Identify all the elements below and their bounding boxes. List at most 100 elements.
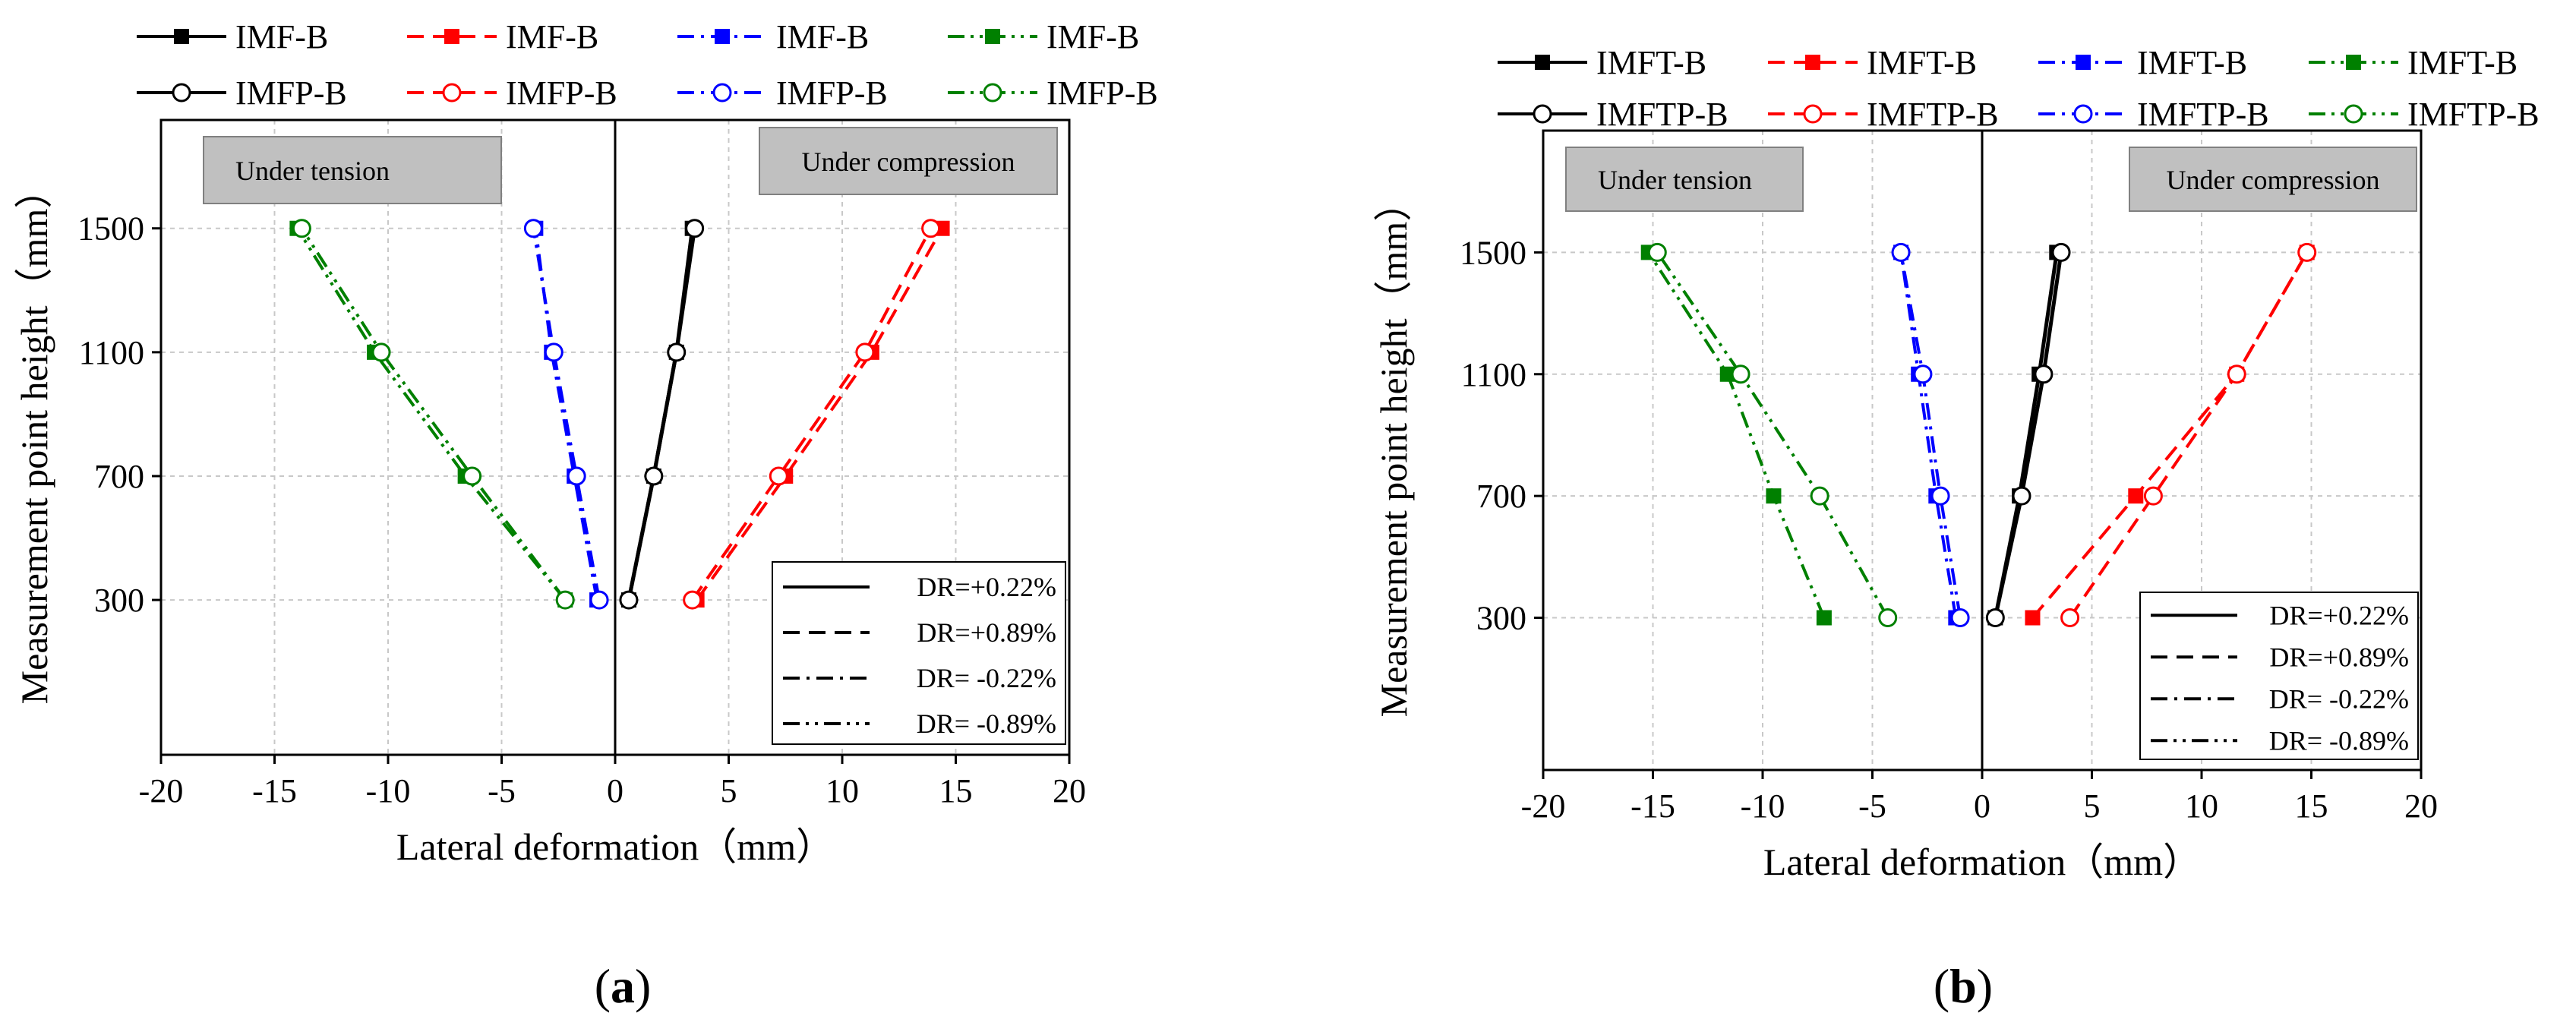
data-point [1913, 364, 1933, 384]
legend-marker [712, 83, 732, 103]
legend-label: IMFP-B [776, 74, 888, 112]
data-point [2034, 364, 2054, 384]
series-line [1899, 252, 1962, 618]
legend-label: IMFP-B [235, 74, 347, 112]
legend-marker [444, 29, 459, 44]
data-point [685, 219, 705, 238]
data-point [1719, 366, 1735, 382]
x-tick-label: -15 [252, 772, 297, 809]
legend-label: IMFT-B [2407, 44, 2518, 81]
dr-legend-label: DR= -0.89% [917, 708, 1056, 739]
series-line [534, 228, 599, 601]
data-point [2128, 488, 2144, 504]
legend-label: IMF-B [776, 18, 869, 55]
dr-legend-label: DR= -0.22% [2269, 683, 2409, 714]
series-line [1656, 251, 1889, 619]
x-tick-label: -20 [139, 772, 184, 809]
x-tick-label: 10 [2185, 787, 2218, 825]
series-line [1899, 252, 1958, 618]
x-tick-label: -15 [1631, 787, 1675, 825]
legend-label: IMFP-B [506, 74, 617, 112]
series-line [1993, 252, 2059, 619]
data-point [371, 342, 391, 362]
y-tick-label: 1500 [77, 210, 144, 248]
dr-legend-label: DR= -0.22% [917, 663, 1056, 693]
dr-legend-label: DR=+0.89% [2269, 642, 2409, 672]
x-tick-label: -10 [366, 772, 411, 809]
legend-label: IMFTP-B [2137, 96, 2269, 133]
data-point [2143, 486, 2163, 506]
data-point [683, 590, 702, 610]
legend-marker [1805, 55, 1820, 70]
series-IMFTP-B-2 [2060, 242, 2317, 628]
legend-label: IMF-B [235, 18, 328, 55]
legend-label: IMFP-B [1046, 74, 1158, 112]
chart-panel-a: Under tension Under compression -20 -15 -10 -… [13, 18, 1158, 868]
y-tick-label: 300 [1476, 600, 1526, 637]
data-point [1816, 610, 1832, 626]
legend-label: IMFT-B [1596, 44, 1706, 81]
y-tick-label: 300 [94, 582, 144, 619]
series-line [696, 227, 944, 601]
series-IMF-B-3 [528, 220, 605, 608]
data-point [2025, 610, 2041, 626]
data-point [1878, 608, 1898, 628]
legend-marker [1535, 55, 1550, 70]
series-IMFT-B-4 [1640, 245, 1832, 626]
data-point [921, 219, 941, 238]
series-line [295, 227, 567, 601]
dr-legend-label: DR= -0.89% [2269, 725, 2409, 756]
legend-marker [2344, 104, 2363, 124]
dr-legend-label: DR=+0.22% [2269, 600, 2409, 630]
legend-marker [1533, 104, 1552, 124]
legend-label: IMFTP-B [1867, 96, 1999, 133]
data-point [1985, 608, 2005, 628]
series-IMFP-B-1 [619, 219, 705, 610]
data-point [1647, 242, 1667, 262]
x-tick-label: 5 [2084, 787, 2101, 825]
series-IMFTP-B-3 [1891, 242, 1970, 628]
series-line [1993, 252, 2063, 619]
x-tick-label: -20 [1521, 787, 1566, 825]
tension-region-box [1565, 147, 1804, 212]
legend-marker [442, 83, 462, 103]
tension-region-box [203, 136, 502, 204]
series-IMFP-B-4 [292, 219, 575, 610]
y-tick-label: 1100 [79, 334, 144, 371]
data-point [589, 590, 609, 610]
data-point [1810, 486, 1829, 506]
x-tick-label: 5 [721, 772, 737, 809]
legend-label: IMFT-B [1867, 44, 1977, 81]
legend-marker [2346, 55, 2361, 70]
data-point [644, 466, 664, 486]
data-point [2227, 364, 2246, 384]
series-IMFT-B-2 [2025, 245, 2315, 626]
data-point [2012, 486, 2031, 506]
series-legend: IMF-B IMF-B IMF-B IMF-B IMFP-B IMFP-B IMFP-B IM… [137, 18, 1158, 112]
data-point [1766, 488, 1782, 504]
series-line [2031, 251, 2309, 619]
data-point [523, 219, 543, 238]
y-axis-label: Measurement point height（mm） [1372, 184, 1415, 718]
data-point [555, 590, 575, 610]
series-IMFTP-B-1 [1985, 242, 2071, 628]
x-tick-label: 0 [1974, 787, 1990, 825]
x-axis-label: Lateral deformation（mm） [1763, 841, 2201, 883]
dr-legend-label: DR=+0.22% [917, 572, 1056, 602]
dr-legend: DR=+0.22% DR=+0.89% DR= -0.22% DR= -0.89% [772, 561, 1066, 745]
x-tick-label: 15 [939, 772, 973, 809]
x-tick-label: 15 [2295, 787, 2328, 825]
caption-b: (b) [1934, 959, 1993, 1013]
x-tick-label: 0 [607, 772, 623, 809]
data-point [1950, 608, 1970, 628]
data-point [667, 342, 687, 362]
series-line [2068, 251, 2309, 619]
legend-marker [715, 29, 730, 44]
legend-marker [2073, 104, 2093, 124]
y-tick-label: 1500 [1460, 234, 1526, 271]
tension-region-label: Under tension [235, 156, 390, 186]
dr-legend-label: DR=+0.89% [917, 617, 1056, 648]
series-IMFTP-B-4 [1647, 242, 1898, 628]
legend-marker [1803, 104, 1823, 124]
data-point [619, 590, 639, 610]
